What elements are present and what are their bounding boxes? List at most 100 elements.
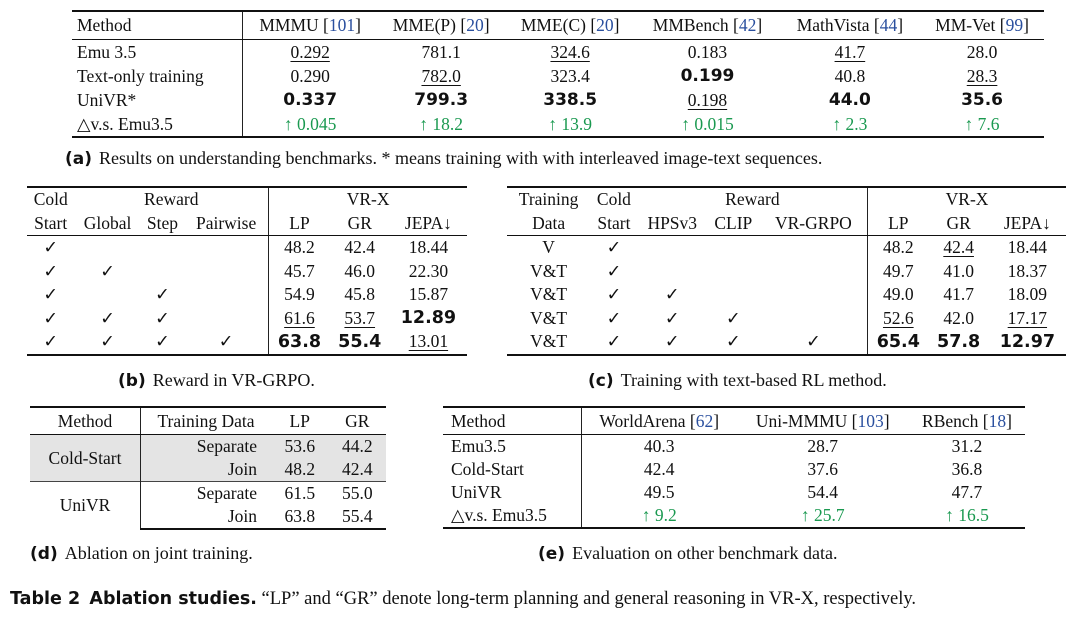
vrx-header: VR-X <box>268 186 467 212</box>
spacer <box>268 186 270 212</box>
col-mmvet: MM-Vet [99] <box>920 10 1044 40</box>
cell: 31.2 <box>951 436 983 456</box>
gain-cell: ↑ 16.5 <box>908 504 1025 529</box>
cell: 41.0 <box>943 260 974 281</box>
cell: 12.89 <box>400 308 457 329</box>
cell: 28.7 <box>807 436 839 456</box>
check-mark: ✓ <box>637 330 707 356</box>
row-method: UniVR* <box>72 88 243 112</box>
table-row: Cold-Start Separate 53.6 44.2 <box>30 434 386 482</box>
caption-text: Ablation on joint training. <box>64 543 253 563</box>
reward-header: Reward <box>74 186 269 212</box>
table-row: △v.s. Emu3.5 ↑ 9.2 ↑ 25.7 ↑ 16.5 <box>443 504 1025 529</box>
caption-label: (e) <box>538 544 566 564</box>
table-row: V ✓ 48.2 42.4 18.44 <box>507 235 1066 260</box>
citation-link[interactable]: 18 <box>988 410 1007 431</box>
col-name: MM-Vet <box>935 15 996 35</box>
table-row: Cold-Start 42.4 37.6 36.8 <box>443 458 1025 481</box>
cell: 18.09 <box>1007 284 1048 305</box>
reward-table: Cold Reward VR-X Start Global Step Pairw… <box>27 186 467 356</box>
cell: 35.6 <box>961 90 1004 110</box>
citation-link[interactable]: 99 <box>1005 15 1024 35</box>
gain-cell: ↑ 2.3 <box>779 112 921 138</box>
spacer <box>268 330 270 356</box>
cell: 48.2 <box>284 237 315 258</box>
cell: 49.5 <box>643 482 675 502</box>
cell: 49.7 <box>882 260 914 281</box>
check-mark: ✓ <box>184 330 269 356</box>
cell: 13.01 <box>389 330 467 356</box>
cell: 36.8 <box>951 459 983 479</box>
citation-link[interactable]: 20 <box>596 15 614 35</box>
cell: 41.7 <box>943 284 974 305</box>
cell: 18.44 <box>408 237 449 258</box>
gain-cell: ↑ 0.045 <box>242 112 378 138</box>
caption-d: (d) Ablation on joint training. <box>30 543 253 564</box>
caption-text: Reward in VR-GRPO. <box>152 370 315 390</box>
citation-link[interactable]: 101 <box>328 15 356 35</box>
table-row: V&T ✓ ✓ ✓ 52.6 42.0 17.17 <box>507 306 1066 330</box>
check-mark: ✓ <box>43 260 59 281</box>
cell: 57.8 <box>928 330 989 356</box>
cell: 22.30 <box>408 260 449 281</box>
row-method: △v.s. Emu3.5 <box>72 112 243 138</box>
citation-link[interactable]: 20 <box>466 15 484 35</box>
cell: 52.6 <box>882 307 914 328</box>
check-mark <box>759 259 869 283</box>
caption-a: (a) Results on understanding benchmarks. … <box>65 148 822 169</box>
citation-link[interactable]: 62 <box>695 410 714 431</box>
row-method: UniVR <box>443 481 582 504</box>
cell: V&T <box>530 307 568 328</box>
cell: 48.2 <box>271 458 329 482</box>
cell: V&T <box>530 284 568 305</box>
cell: 18.37 <box>1007 260 1048 281</box>
cell: 61.5 <box>271 481 329 505</box>
group-method: UniVR <box>30 481 141 529</box>
col-name: MathVista <box>796 15 870 35</box>
spacer <box>268 211 270 236</box>
cell: Join <box>140 505 271 530</box>
check-mark <box>759 283 869 307</box>
global-header: Global <box>74 211 141 236</box>
cold-start-header: Start <box>27 211 75 236</box>
citation-link[interactable]: 42 <box>738 15 757 35</box>
check-mark <box>707 260 760 284</box>
cell: 45.7 <box>284 260 315 281</box>
table-c-sub-header: Data Start HPSv3 CLIP VR-GRPO LP GR JEPA… <box>507 211 1066 236</box>
table-d-header-row: Method Training Data LP GR <box>30 406 386 435</box>
cell: 0.199 <box>680 66 735 86</box>
cell: 782.0 <box>421 65 461 86</box>
cell: 61.6 <box>284 307 315 328</box>
text-rl-table: Training Cold Reward VR-X Data Start HPS… <box>507 186 1066 356</box>
table-b-group-header: Cold Reward VR-X <box>27 186 467 212</box>
cell: 54.9 <box>284 284 315 305</box>
cell: 63.8 <box>271 505 329 530</box>
caption-label: (d) <box>30 544 58 564</box>
check-mark <box>184 260 268 284</box>
table-caption: Table 2 Ablation studies. “LP” and “GR” … <box>10 589 916 610</box>
table-title: Ablation studies. <box>89 589 257 609</box>
cell: 28.3 <box>966 65 998 86</box>
cell: 42.4 <box>344 237 376 258</box>
row-method: Emu 3.5 <box>72 39 243 64</box>
cell: 0.292 <box>290 41 330 62</box>
citation-link[interactable]: 103 <box>857 410 884 431</box>
citation-link[interactable]: 44 <box>879 15 898 35</box>
cell: 12.97 <box>988 330 1066 356</box>
cell: 47.7 <box>951 482 983 502</box>
check-mark: ✓ <box>43 284 59 305</box>
caption-text: Evaluation on other benchmark data. <box>572 543 838 563</box>
gain-cell: ↑ 25.7 <box>736 504 909 529</box>
cell: 0.198 <box>687 89 728 110</box>
check-mark: ✓ <box>43 237 59 258</box>
cell: 37.6 <box>807 459 839 479</box>
check-mark <box>759 306 869 330</box>
method-header: Method <box>30 406 141 435</box>
check-mark: ✓ <box>664 284 680 305</box>
table-row: Emu 3.5 0.292 781.1 324.6 0.183 41.7 28.… <box>72 39 1044 64</box>
cell: 44.0 <box>828 90 871 110</box>
lp-header: LP <box>271 406 329 435</box>
col-mmmu: MMMU [101] <box>242 10 378 40</box>
jepa-header: JEPA↓ <box>389 211 467 236</box>
cell: 65.4 <box>867 330 929 356</box>
